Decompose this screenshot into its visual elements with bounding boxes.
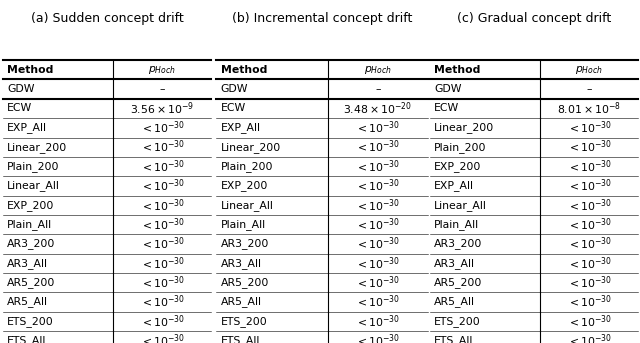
- Text: $< 10^{-30}$: $< 10^{-30}$: [567, 178, 612, 194]
- Text: AR5_All: AR5_All: [221, 297, 262, 307]
- Text: Method: Method: [8, 65, 54, 75]
- Text: $< 10^{-30}$: $< 10^{-30}$: [567, 236, 612, 252]
- Text: –: –: [375, 84, 381, 94]
- Text: EXP_200: EXP_200: [435, 161, 482, 172]
- Text: $p_{Hoch}$: $p_{Hoch}$: [364, 64, 392, 76]
- Text: Plain_200: Plain_200: [435, 142, 487, 153]
- Text: EXP_All: EXP_All: [8, 122, 47, 133]
- Text: EXP_200: EXP_200: [8, 200, 55, 211]
- Text: Method: Method: [435, 65, 481, 75]
- Text: $< 10^{-30}$: $< 10^{-30}$: [567, 274, 612, 291]
- Text: $< 10^{-30}$: $< 10^{-30}$: [140, 158, 185, 175]
- Text: ECW: ECW: [8, 104, 33, 114]
- Text: $< 10^{-30}$: $< 10^{-30}$: [355, 197, 400, 214]
- Text: $< 10^{-30}$: $< 10^{-30}$: [355, 332, 400, 343]
- Text: $< 10^{-30}$: $< 10^{-30}$: [567, 197, 612, 214]
- Text: ECW: ECW: [435, 104, 460, 114]
- Text: $< 10^{-30}$: $< 10^{-30}$: [355, 119, 400, 136]
- Text: $< 10^{-30}$: $< 10^{-30}$: [567, 216, 612, 233]
- Text: $< 10^{-30}$: $< 10^{-30}$: [355, 255, 400, 272]
- Text: $< 10^{-30}$: $< 10^{-30}$: [140, 178, 185, 194]
- Text: Plain_All: Plain_All: [435, 219, 479, 230]
- Text: $< 10^{-30}$: $< 10^{-30}$: [140, 274, 185, 291]
- Text: $< 10^{-30}$: $< 10^{-30}$: [567, 294, 612, 310]
- Text: AR3_All: AR3_All: [221, 258, 262, 269]
- Text: Linear_All: Linear_All: [435, 200, 487, 211]
- Text: Linear_200: Linear_200: [221, 142, 281, 153]
- Text: Plain_200: Plain_200: [8, 161, 60, 172]
- Text: $< 10^{-30}$: $< 10^{-30}$: [140, 139, 185, 155]
- Text: $< 10^{-30}$: $< 10^{-30}$: [140, 313, 185, 330]
- Text: (b) Incremental concept drift: (b) Incremental concept drift: [232, 12, 412, 25]
- Text: AR5_200: AR5_200: [221, 277, 269, 288]
- Text: AR3_All: AR3_All: [8, 258, 49, 269]
- Text: $< 10^{-30}$: $< 10^{-30}$: [140, 197, 185, 214]
- Text: AR3_All: AR3_All: [435, 258, 476, 269]
- Text: $< 10^{-30}$: $< 10^{-30}$: [355, 216, 400, 233]
- Text: AR3_200: AR3_200: [8, 238, 56, 249]
- Text: $< 10^{-30}$: $< 10^{-30}$: [567, 139, 612, 155]
- Text: $< 10^{-30}$: $< 10^{-30}$: [140, 216, 185, 233]
- Text: ETS_200: ETS_200: [435, 316, 481, 327]
- Text: $< 10^{-30}$: $< 10^{-30}$: [140, 294, 185, 310]
- Text: $< 10^{-30}$: $< 10^{-30}$: [355, 158, 400, 175]
- Text: EXP_All: EXP_All: [221, 122, 260, 133]
- Text: ETS_All: ETS_All: [221, 335, 260, 343]
- Text: $< 10^{-30}$: $< 10^{-30}$: [355, 139, 400, 155]
- Text: GDW: GDW: [435, 84, 461, 94]
- Text: ETS_All: ETS_All: [435, 335, 474, 343]
- Text: $< 10^{-30}$: $< 10^{-30}$: [140, 119, 185, 136]
- Text: ECW: ECW: [221, 104, 246, 114]
- Text: AR3_200: AR3_200: [435, 238, 483, 249]
- Text: $< 10^{-30}$: $< 10^{-30}$: [567, 332, 612, 343]
- Text: EXP_All: EXP_All: [435, 180, 474, 191]
- Text: –: –: [159, 84, 165, 94]
- Text: EXP_200: EXP_200: [221, 180, 268, 191]
- Text: $< 10^{-30}$: $< 10^{-30}$: [355, 294, 400, 310]
- Text: $< 10^{-30}$: $< 10^{-30}$: [567, 313, 612, 330]
- Text: $< 10^{-30}$: $< 10^{-30}$: [567, 158, 612, 175]
- Text: $< 10^{-30}$: $< 10^{-30}$: [140, 255, 185, 272]
- Text: $< 10^{-30}$: $< 10^{-30}$: [567, 119, 612, 136]
- Text: $3.48\times 10^{-20}$: $3.48\times 10^{-20}$: [343, 100, 412, 117]
- Text: $p_{Hoch}$: $p_{Hoch}$: [575, 64, 603, 76]
- Text: Linear_All: Linear_All: [221, 200, 273, 211]
- Text: $3.56\times 10^{-9}$: $3.56\times 10^{-9}$: [130, 100, 195, 117]
- Text: AR5_200: AR5_200: [8, 277, 56, 288]
- Text: $< 10^{-30}$: $< 10^{-30}$: [355, 313, 400, 330]
- Text: $< 10^{-30}$: $< 10^{-30}$: [355, 274, 400, 291]
- Text: $< 10^{-30}$: $< 10^{-30}$: [355, 236, 400, 252]
- Text: ETS_200: ETS_200: [8, 316, 54, 327]
- Text: Plain_200: Plain_200: [221, 161, 273, 172]
- Text: Plain_All: Plain_All: [221, 219, 266, 230]
- Text: AR3_200: AR3_200: [221, 238, 269, 249]
- Text: $< 10^{-30}$: $< 10^{-30}$: [140, 236, 185, 252]
- Text: ETS_200: ETS_200: [221, 316, 268, 327]
- Text: $8.01\times 10^{-8}$: $8.01\times 10^{-8}$: [557, 100, 621, 117]
- Text: ETS_All: ETS_All: [8, 335, 47, 343]
- Text: Method: Method: [221, 65, 267, 75]
- Text: AR5_200: AR5_200: [435, 277, 483, 288]
- Text: $< 10^{-30}$: $< 10^{-30}$: [355, 178, 400, 194]
- Text: $< 10^{-30}$: $< 10^{-30}$: [140, 332, 185, 343]
- Text: Plain_All: Plain_All: [8, 219, 52, 230]
- Text: AR5_All: AR5_All: [435, 297, 476, 307]
- Text: (a) Sudden concept drift: (a) Sudden concept drift: [31, 12, 184, 25]
- Text: GDW: GDW: [221, 84, 248, 94]
- Text: GDW: GDW: [8, 84, 35, 94]
- Text: $< 10^{-30}$: $< 10^{-30}$: [567, 255, 612, 272]
- Text: –: –: [586, 84, 592, 94]
- Text: (c) Gradual concept drift: (c) Gradual concept drift: [457, 12, 611, 25]
- Text: $p_{Hoch}$: $p_{Hoch}$: [148, 64, 176, 76]
- Text: Linear_All: Linear_All: [8, 180, 60, 191]
- Text: AR5_All: AR5_All: [8, 297, 49, 307]
- Text: Linear_200: Linear_200: [8, 142, 68, 153]
- Text: Linear_200: Linear_200: [435, 122, 495, 133]
